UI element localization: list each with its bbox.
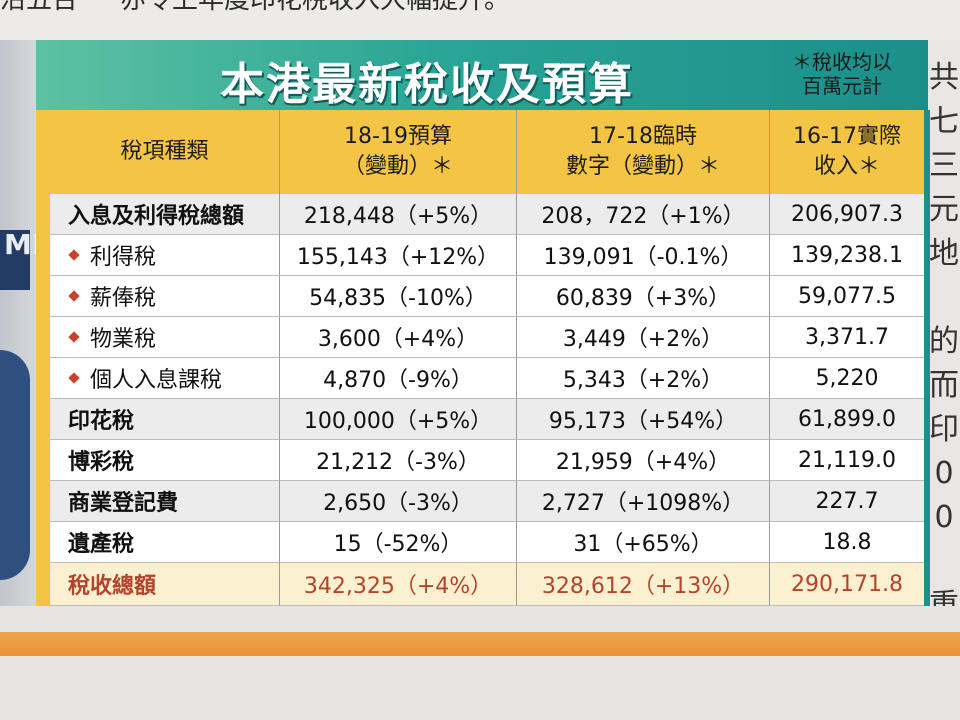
- table-row: 物業稅 3,600（+4%） 3,449（+2%） 3,371.7: [50, 317, 924, 358]
- bullet-icon: [68, 249, 80, 261]
- table-row: 印花稅 100,000（+5%） 95,173（+54%） 61,899.0: [50, 399, 924, 440]
- tax-table: 稅項種類 18-19預算 （變動）＊ 17-18臨時 數字（變動）＊ 16-17…: [50, 110, 930, 606]
- table-row: 個人入息課稅 4,870（-9%） 5,343（+2%） 5,220: [50, 358, 924, 399]
- unit-note-line1: ＊稅收均以: [792, 50, 892, 74]
- total-budget-value: 342,325（+4%）: [280, 563, 517, 606]
- header-budget-line1: 18-19預算: [344, 124, 452, 149]
- bullet-icon: [68, 290, 80, 302]
- row-budget-value: 2,650（-3%）: [280, 481, 517, 522]
- header-provisional-line2: 數字（變動）＊: [565, 154, 720, 179]
- newspaper-bottom-area: [0, 606, 960, 720]
- header-actual-1617: 16-17實際 收入＊: [770, 110, 924, 194]
- row-label: 個人入息課稅: [50, 358, 280, 399]
- table-row: 入息及利得稅總額 218,448（+5%） 208，722（+1%） 206,9…: [50, 194, 924, 235]
- row-actual-value: 59,077.5: [770, 276, 924, 317]
- photo-lettering: MI: [4, 228, 40, 261]
- row-provisional-value: 60,839（+3%）: [517, 276, 770, 317]
- right-char: 0: [934, 500, 954, 535]
- total-label: 稅收總額: [50, 563, 280, 606]
- row-budget-value: 15（-52%）: [280, 522, 517, 563]
- bullet-icon: [68, 372, 80, 384]
- row-label: 印花稅: [50, 399, 280, 440]
- bullet-icon: [68, 331, 80, 343]
- row-provisional-value: 95,173（+54%）: [517, 399, 770, 440]
- right-char: 的: [929, 324, 959, 359]
- header-actual-line2: 收入＊: [813, 154, 880, 179]
- right-char: 七: [929, 104, 959, 139]
- right-column-text: 共 七 三 元 地 的 而 印 0 0 重: [928, 56, 960, 616]
- row-budget-value: 100,000（+5%）: [280, 399, 517, 440]
- row-provisional-value: 3,449（+2%）: [517, 317, 770, 358]
- right-char: 而: [929, 368, 959, 403]
- table-row: 遺產稅 15（-52%） 31（+65%） 18.8: [50, 522, 924, 563]
- table-header-row: 稅項種類 18-19預算 （變動）＊ 17-18臨時 數字（變動）＊ 16-17…: [50, 110, 924, 194]
- title-bar: 本港最新稅收及預算 ＊稅收均以 百萬元計: [36, 40, 928, 110]
- row-actual-value: 18.8: [770, 522, 924, 563]
- table-row: 薪俸稅 54,835（-10%） 60,839（+3%） 59,077.5: [50, 276, 924, 317]
- row-budget-value: 54,835（-10%）: [280, 276, 517, 317]
- unit-note-line2: 百萬元計: [802, 74, 882, 98]
- row-label: 薪俸稅: [50, 276, 280, 317]
- row-budget-value: 155,143（+12%）: [280, 235, 517, 276]
- row-actual-value: 61,899.0: [770, 399, 924, 440]
- row-provisional-value: 31（+65%）: [517, 522, 770, 563]
- right-char: 地: [929, 236, 959, 271]
- row-actual-value: 139,238.1: [770, 235, 924, 276]
- row-label-text: 薪俸稅: [90, 286, 157, 311]
- right-char: 0: [934, 456, 954, 491]
- row-actual-value: 3,371.7: [770, 317, 924, 358]
- row-actual-value: 5,220: [770, 358, 924, 399]
- row-label-text: 個人入息課稅: [90, 368, 223, 393]
- table-row: 利得稅 155,143（+12%） 139,091（-0.1%） 139,238…: [50, 235, 924, 276]
- row-label: 利得稅: [50, 235, 280, 276]
- table-total-row: 稅收總額 342,325（+4%） 328,612（+13%） 290,171.…: [50, 563, 924, 606]
- header-actual-line1: 16-17實際: [793, 124, 901, 149]
- top-text-fragment-right: 亦令上年度印花稅收入大幅提升。: [120, 0, 511, 15]
- left-photo: MI: [0, 40, 40, 606]
- row-provisional-value: 208，722（+1%）: [517, 194, 770, 235]
- table-row: 博彩稅 21,212（-3%） 21,959（+4%） 21,119.0: [50, 440, 924, 481]
- tax-table-panel: 本港最新稅收及預算 ＊稅收均以 百萬元計 稅項種類 18-19預算 （變動）＊ …: [36, 40, 930, 606]
- orange-divider: [0, 632, 960, 656]
- header-tax-type: 稅項種類: [50, 110, 280, 194]
- header-provisional-line1: 17-18臨時: [589, 124, 697, 149]
- row-actual-value: 21,119.0: [770, 440, 924, 481]
- row-label: 博彩稅: [50, 440, 280, 481]
- header-provisional-1718: 17-18臨時 數字（變動）＊: [517, 110, 770, 194]
- header-budget-line2: （變動）＊: [342, 154, 453, 179]
- row-provisional-value: 5,343（+2%）: [517, 358, 770, 399]
- header-budget-1819: 18-19預算 （變動）＊: [280, 110, 517, 194]
- right-char: 印: [929, 412, 959, 447]
- table-title: 本港最新稅收及預算: [220, 59, 634, 110]
- row-budget-value: 218,448（+5%）: [280, 194, 517, 235]
- row-label: 入息及利得稅總額: [50, 194, 280, 235]
- row-label: 物業稅: [50, 317, 280, 358]
- row-actual-value: 227.7: [770, 481, 924, 522]
- row-provisional-value: 2,727（+1098%）: [517, 481, 770, 522]
- right-char: [928, 276, 960, 320]
- row-actual-value: 206,907.3: [770, 194, 924, 235]
- right-char: 共: [929, 60, 959, 95]
- total-actual-value: 290,171.8: [770, 563, 924, 606]
- top-text-fragment-left: 沿五台: [0, 0, 79, 15]
- row-budget-value: 4,870（-9%）: [280, 358, 517, 399]
- row-provisional-value: 21,959（+4%）: [517, 440, 770, 481]
- unit-note: ＊稅收均以 百萬元計: [764, 50, 920, 98]
- total-provisional-value: 328,612（+13%）: [517, 563, 770, 606]
- right-char: 三: [929, 148, 959, 183]
- row-budget-value: 3,600（+4%）: [280, 317, 517, 358]
- right-char: [928, 540, 960, 584]
- row-budget-value: 21,212（-3%）: [280, 440, 517, 481]
- table-row: 商業登記費 2,650（-3%） 2,727（+1098%） 227.7: [50, 481, 924, 522]
- row-label-text: 物業稅: [90, 327, 157, 352]
- newspaper-top-text: 沿五台 亦令上年度印花稅收入大幅提升。: [0, 0, 960, 40]
- right-char: 元: [929, 192, 959, 227]
- row-label: 商業登記費: [50, 481, 280, 522]
- row-provisional-value: 139,091（-0.1%）: [517, 235, 770, 276]
- row-label: 遺產稅: [50, 522, 280, 563]
- row-label-text: 利得稅: [90, 245, 157, 270]
